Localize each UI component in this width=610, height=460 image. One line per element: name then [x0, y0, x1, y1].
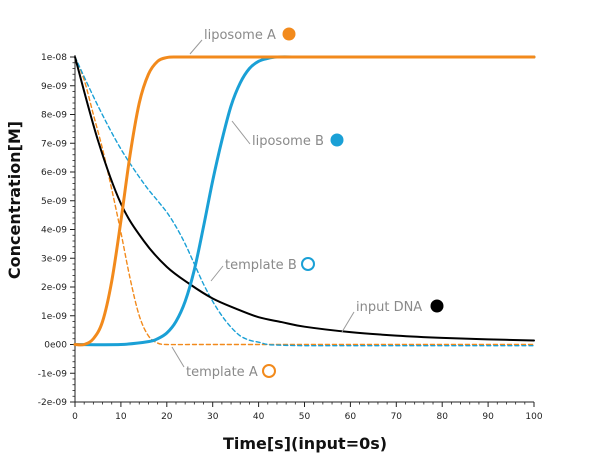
series-line-liposome-a	[73, 55, 536, 347]
x-tick-label: 20	[161, 412, 173, 422]
y-tick-label: 2e-09	[41, 283, 67, 293]
series-label-liposome-a: liposome A	[204, 28, 276, 43]
x-tick-label: 70	[391, 412, 403, 422]
x-tick-label: 90	[482, 412, 494, 422]
y-tick-label: 0e00	[44, 341, 67, 351]
x-tick-label: 30	[207, 412, 219, 422]
x-tick-label: 60	[345, 412, 357, 422]
series-label-liposome-b: liposome B	[252, 134, 324, 149]
leader-line-template-a	[171, 346, 185, 368]
leader-line-liposome-a	[189, 39, 203, 55]
leader-line-input-dna	[341, 311, 355, 333]
legend-marker-input-dna	[430, 299, 444, 313]
legend-marker-template-b	[301, 257, 315, 271]
series-line-liposome-b	[73, 55, 536, 347]
x-tick-label: 100	[525, 412, 542, 422]
y-tick-label: 6e-09	[41, 168, 67, 178]
series-line-template-a	[74, 56, 535, 346]
leader-line-liposome-b	[231, 120, 251, 145]
leader-line-template-b	[210, 265, 224, 282]
x-tick-label: 40	[253, 412, 265, 422]
series-line-input-dna	[74, 56, 535, 342]
axes: 0 10 20 30 40 50 60 70 80 90 100 -2e-09 -1e-09 0e00 1e…	[38, 53, 543, 422]
x-tick-label: 50	[299, 412, 311, 422]
y-tick-label: 1e-08	[41, 53, 67, 63]
y-tick-label: 5e-09	[41, 197, 67, 207]
series-label-template-a: template A	[186, 365, 258, 380]
y-tick-label: 3e-09	[41, 254, 67, 264]
y-tick-label: 8e-09	[41, 111, 67, 121]
legend-marker-liposome-b	[330, 133, 344, 147]
series-label-template-b: template B	[225, 258, 297, 273]
y-tick-label: 4e-09	[41, 226, 67, 236]
y-tick-label: -1e-09	[38, 369, 67, 379]
legend-marker-template-a	[262, 364, 276, 378]
x-tick-label: 0	[72, 412, 78, 422]
x-axis-title: Time[s](input=0s)	[223, 434, 387, 453]
y-tick-label: 1e-09	[41, 312, 67, 322]
y-tick-label: 7e-09	[41, 139, 67, 149]
annotations: liposome A liposome B template B input DNA t…	[171, 27, 444, 380]
x-tick-label: 80	[436, 412, 448, 422]
y-tick-label: 9e-09	[41, 82, 67, 92]
y-axis-title: Concentration[M]	[5, 121, 24, 279]
x-tick-label: 10	[115, 412, 127, 422]
legend-marker-liposome-a	[282, 27, 296, 41]
series-label-input-dna: input DNA	[356, 300, 422, 315]
y-tick-label: -2e-09	[38, 398, 67, 408]
series-lines	[73, 55, 536, 347]
series-line-template-b	[74, 56, 535, 347]
